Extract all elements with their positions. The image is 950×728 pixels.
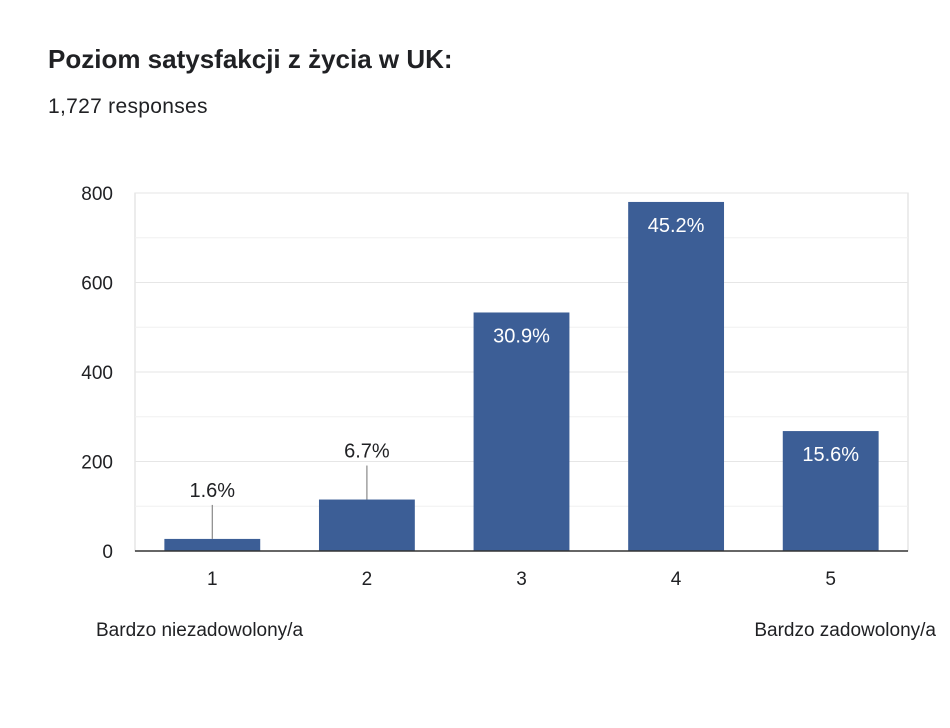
chart-title: Poziom satysfakcji z życia w UK:	[48, 44, 453, 74]
bar	[164, 538, 261, 551]
y-tick-label: 600	[81, 274, 113, 295]
y-tick-label: 800	[81, 184, 113, 205]
x-tick-label: 3	[516, 569, 527, 590]
bar	[628, 201, 725, 551]
x-tick-label: 4	[671, 569, 682, 590]
data-label: 6.7%	[344, 441, 390, 463]
response-count: 1,727 responses	[48, 95, 208, 118]
scale-label-low: Bardzo niezadowolony/a	[96, 620, 304, 641]
bar	[318, 499, 415, 551]
data-label: 30.9%	[493, 325, 550, 347]
data-label: 15.6%	[802, 444, 859, 466]
x-tick-label: 2	[362, 569, 373, 590]
x-tick-label: 1	[207, 569, 218, 590]
scale-label-high: Bardzo zadowolony/a	[754, 620, 936, 641]
data-label: 1.6%	[190, 480, 236, 502]
bar	[782, 431, 879, 551]
y-tick-label: 0	[102, 542, 113, 563]
x-tick-label: 5	[825, 569, 836, 590]
data-label: 45.2%	[648, 215, 705, 237]
y-tick-label: 200	[81, 453, 113, 474]
y-tick-label: 400	[81, 363, 113, 384]
bar	[473, 312, 570, 551]
